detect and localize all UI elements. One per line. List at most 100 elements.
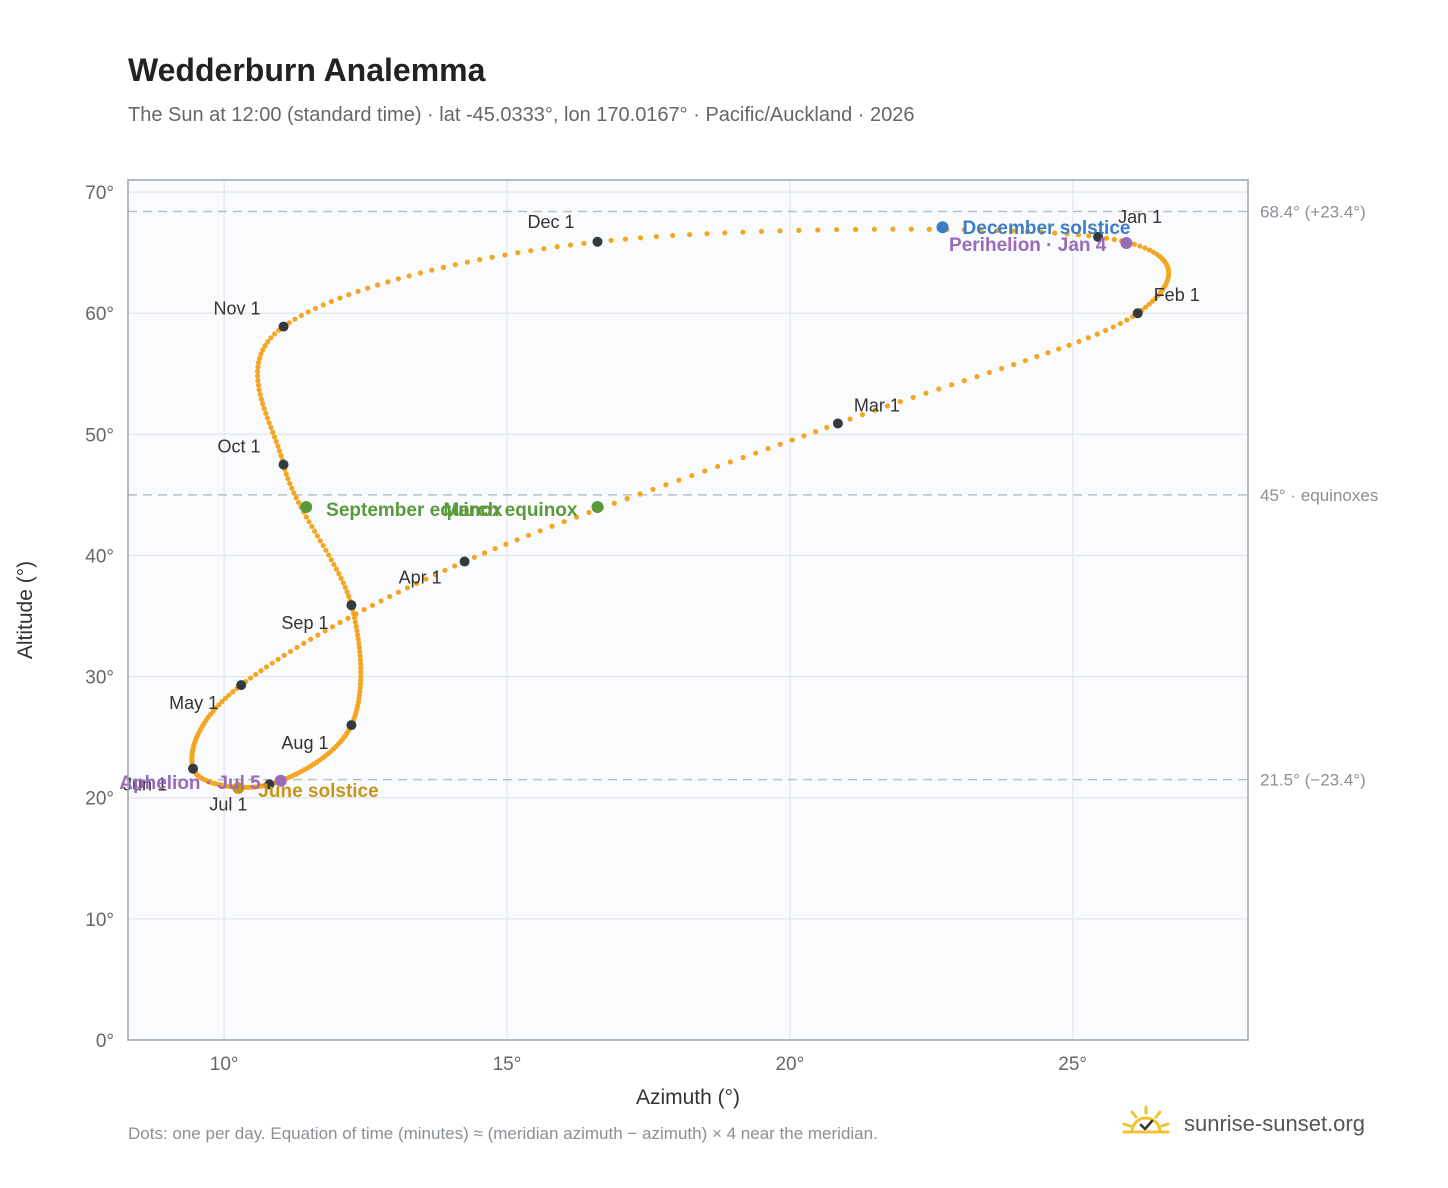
daily-dot — [884, 403, 891, 409]
brand[interactable]: sunrise-sunset.org — [1120, 1104, 1365, 1144]
x-tick-label: 10° — [210, 1054, 239, 1075]
month-marker — [346, 720, 357, 731]
daily-dot — [442, 567, 448, 573]
daily-dot — [255, 360, 262, 366]
daily-dot — [758, 228, 765, 235]
daily-dot — [824, 424, 830, 431]
reference-line-label: 45° · equinoxes — [1260, 486, 1378, 505]
daily-dot — [340, 580, 346, 586]
event-label: June solstice — [258, 781, 378, 802]
daily-dot — [1086, 233, 1092, 239]
daily-dot — [355, 288, 361, 294]
daily-dot — [269, 660, 275, 666]
daily-dot — [357, 649, 363, 655]
daily-dot — [353, 623, 359, 629]
daily-dot — [263, 410, 269, 416]
daily-dot — [936, 386, 942, 392]
daily-dot — [273, 439, 279, 445]
daily-dot — [727, 459, 734, 465]
daily-dot — [346, 593, 352, 599]
daily-dot — [258, 351, 264, 357]
daily-dot — [281, 652, 287, 658]
month-marker — [236, 680, 247, 691]
footnote: Dots: one per day. Equation of time (min… — [128, 1124, 878, 1143]
daily-dot — [309, 523, 315, 530]
event-marker — [591, 501, 604, 514]
daily-dot — [537, 528, 543, 534]
daily-dot — [1103, 235, 1110, 241]
daily-dot — [432, 572, 438, 578]
daily-dot — [702, 468, 708, 474]
daily-dot — [344, 589, 350, 595]
plot-frame — [127, 179, 1249, 1041]
month-label: Jan 1 — [1118, 207, 1162, 227]
daily-dot — [687, 231, 693, 238]
month-label: Jun 1 — [123, 775, 167, 795]
daily-dot — [1124, 317, 1130, 323]
daily-dot — [263, 664, 270, 670]
daily-dot — [230, 689, 236, 695]
daily-dot — [715, 463, 721, 470]
daily-dot — [337, 295, 343, 301]
month-label: Sep 1 — [281, 613, 328, 633]
daily-dot — [255, 373, 261, 379]
reference-lines: 68.4° (+23.4°) 45° · equinoxes 21.5° (−23.… — [128, 202, 1378, 790]
daily-dot — [847, 416, 853, 422]
reference-line-label: 21.5° (−23.4°) — [1260, 771, 1366, 790]
daily-dot — [834, 227, 840, 233]
brand-name[interactable]: sunrise-sunset.org — [1184, 1111, 1365, 1136]
daily-dot — [541, 246, 547, 252]
daily-dot — [1022, 357, 1028, 364]
daily-dot — [275, 443, 281, 449]
daily-dot — [1146, 247, 1153, 253]
daily-dot — [801, 433, 807, 439]
daily-dot — [266, 420, 272, 426]
daily-dot — [257, 391, 263, 398]
daily-dot — [1009, 228, 1016, 234]
chart-subtitle: The Sun at 12:00 (standard time) · lat -… — [128, 104, 915, 126]
daily-dot — [358, 661, 364, 667]
daily-dot — [308, 636, 314, 642]
daily-dot — [350, 610, 357, 617]
x-axis-title: Azimuth (°) — [636, 1086, 740, 1109]
daily-dot — [369, 602, 376, 608]
daily-dot — [1076, 338, 1082, 345]
event-label: September equinox — [326, 500, 503, 521]
daily-dot — [276, 448, 283, 454]
daily-dot — [346, 292, 352, 298]
daily-dot — [278, 452, 284, 459]
y-tick-label: 20° — [85, 789, 114, 810]
grid — [128, 180, 1248, 1041]
daily-dot — [852, 226, 859, 232]
daily-dot — [315, 632, 321, 638]
month-marker — [592, 236, 603, 247]
daily-dot — [1052, 230, 1058, 236]
daily-dot — [268, 335, 274, 341]
daily-dot — [1034, 354, 1040, 360]
daily-dot — [265, 339, 271, 345]
y-axis-title: Altitude (°) — [14, 561, 37, 659]
month-marker — [278, 459, 289, 470]
daily-dot — [312, 305, 319, 312]
month-label: May 1 — [169, 693, 218, 713]
daily-dot — [994, 227, 1000, 234]
daily-dot — [910, 394, 916, 400]
y-tick-label: 70° — [85, 183, 114, 204]
daily-dot — [336, 571, 342, 577]
daily-dot — [357, 681, 364, 687]
sun-check-icon — [1122, 1105, 1170, 1134]
daily-dot — [256, 387, 262, 393]
daily-dot — [622, 236, 629, 242]
daily-dot — [872, 407, 878, 413]
y-tick-label: 10° — [85, 910, 114, 931]
daily-dot — [355, 636, 361, 642]
daily-dot — [1075, 232, 1082, 238]
daily-dot — [219, 698, 225, 705]
daily-dot — [722, 230, 728, 236]
daily-dot — [355, 632, 361, 638]
daily-dot — [1094, 331, 1100, 337]
daily-dot — [586, 509, 592, 516]
daily-dot — [502, 252, 508, 258]
month-label: Jul 1 — [209, 794, 247, 814]
